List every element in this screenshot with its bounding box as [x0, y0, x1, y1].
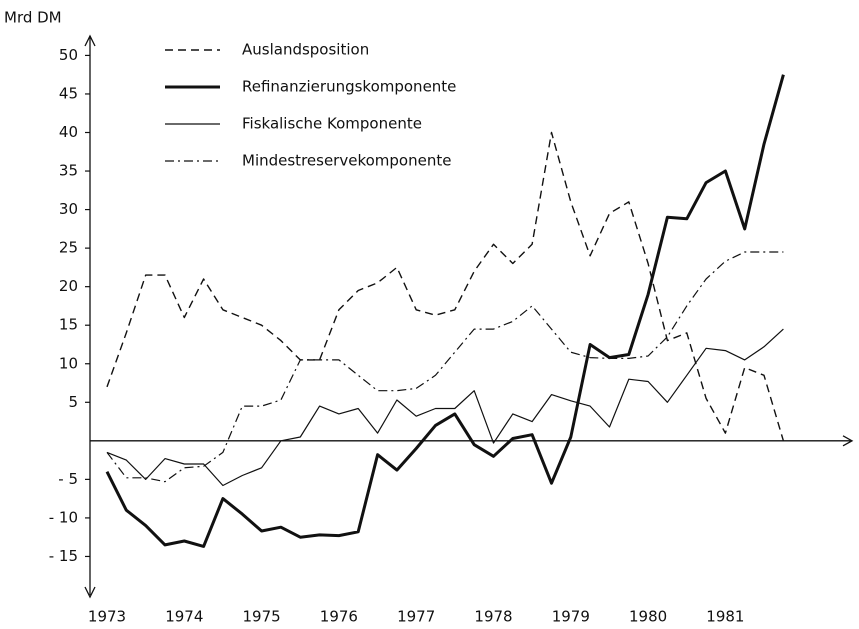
- y-tick-label: 15: [59, 316, 78, 334]
- series-line: [106, 131, 785, 441]
- y-tick-label: 40: [59, 123, 78, 141]
- y-tick-label: 10: [59, 354, 78, 372]
- y-tick-label: 25: [59, 239, 78, 257]
- y-tick-label: 35: [59, 162, 78, 180]
- y-tick-label: 20: [59, 277, 78, 295]
- x-tick-label: 1981: [706, 608, 744, 626]
- y-axis-arrow: [84, 34, 96, 47]
- x-tick-label: 1980: [629, 608, 667, 626]
- y-tick-label: 5: [68, 393, 78, 411]
- x-tick-label: 1976: [320, 608, 358, 626]
- x-tick-label: 1974: [165, 608, 203, 626]
- x-axis-arrow: [842, 435, 854, 447]
- y-tick-label: - 5: [58, 470, 78, 488]
- legend-label: Mindestreservekomponente: [242, 152, 451, 170]
- y-tick-label: 45: [59, 84, 78, 102]
- y-tick-label: 50: [59, 46, 78, 64]
- legend-label: Refinanzierungskomponente: [242, 78, 456, 96]
- x-tick-label: 1979: [552, 608, 590, 626]
- x-tick-label: 1978: [474, 608, 512, 626]
- y-tick-label: - 15: [49, 547, 78, 565]
- y-tick-label: - 10: [49, 508, 78, 526]
- legend-label: Auslandsposition: [242, 41, 369, 59]
- series-line: [105, 74, 785, 548]
- y-tick-label: 30: [59, 200, 78, 218]
- series-line: [106, 251, 784, 483]
- x-tick-label: 1975: [243, 608, 281, 626]
- series-line: [106, 328, 784, 487]
- legend-label: Fiskalische Komponente: [242, 115, 422, 133]
- x-tick-label: 1973: [88, 608, 126, 626]
- y-axis-label: Mrd DM: [4, 9, 62, 27]
- x-tick-label: 1977: [397, 608, 435, 626]
- y-axis-arrow: [84, 586, 96, 599]
